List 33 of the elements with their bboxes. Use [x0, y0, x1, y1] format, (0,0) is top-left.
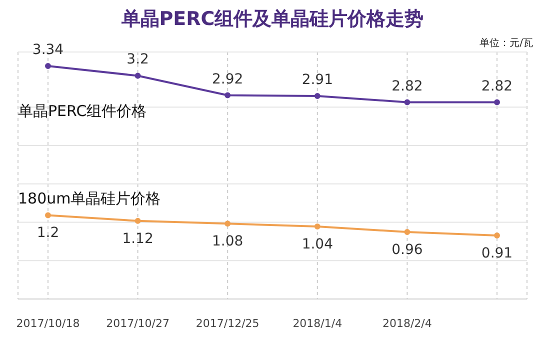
series-label: 180um单晶硅片价格	[18, 189, 161, 208]
data-label: 0.91	[481, 245, 513, 262]
chart-title: 单晶PERC组件及单晶硅片价格走势	[120, 7, 425, 32]
point	[404, 99, 410, 106]
point	[134, 72, 141, 79]
data-label: 3.34	[32, 42, 64, 58]
point	[45, 62, 51, 69]
x-tick-label: 2017/12/25	[196, 316, 260, 330]
data-label: 2.92	[212, 71, 244, 88]
x-tick-label: 2018/1/4	[292, 316, 342, 330]
series-label: 单晶PERC组件价格	[18, 102, 147, 120]
data-label: 1.04	[302, 236, 334, 252]
point	[494, 232, 500, 239]
point	[134, 218, 141, 224]
point	[314, 223, 320, 230]
point	[314, 92, 320, 99]
point	[224, 92, 231, 98]
point	[494, 99, 500, 106]
data-label: 2.82	[481, 78, 513, 94]
text: 单位：元/瓦	[480, 36, 533, 50]
data-label: 0.96	[392, 242, 423, 258]
point	[224, 220, 231, 227]
x-tick-label: 2018/2/4	[382, 316, 432, 330]
x-tick-label: 2017/10/27	[106, 316, 170, 330]
data-label: 1.2	[36, 225, 60, 242]
point	[45, 212, 51, 218]
data-label: 1.08	[212, 234, 244, 250]
point	[404, 229, 410, 236]
data-label: 1.12	[122, 230, 154, 247]
data-label: 2.91	[302, 72, 333, 88]
data-label: 2.82	[392, 78, 423, 94]
data-label: 3.2	[126, 52, 149, 68]
x-tick-label: 2017/10/18	[16, 316, 80, 330]
